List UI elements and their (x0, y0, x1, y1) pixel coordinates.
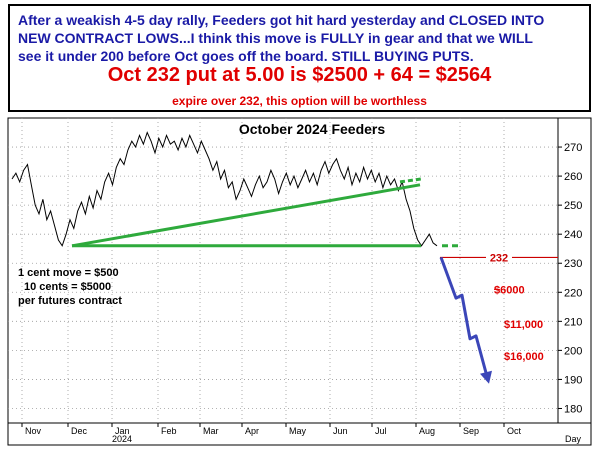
x-tick-label: Nov (25, 426, 42, 436)
put-cost-headline: Oct 232 put at 5.00 is $2500 + 64 = $256… (107, 64, 492, 86)
commentary-line-1: After a weakish 4-5 day rally, Feeders g… (18, 12, 545, 28)
x-axis-unit: Day (565, 434, 582, 444)
x-tick-label: Dec (71, 426, 88, 436)
x-tick-label: Apr (245, 426, 259, 436)
x-tick-label: Jun (333, 426, 348, 436)
profit-label: $6000 (494, 284, 525, 296)
y-tick-label: 230 (564, 258, 582, 270)
x-tick-label: Feb (161, 426, 177, 436)
y-tick-label: 250 (564, 200, 582, 212)
contract-info-line-2: 10 cents = $5000 (24, 281, 111, 293)
profit-label: $11,000 (504, 319, 543, 331)
profit-label: $16,000 (504, 351, 544, 363)
strike-label: 232 (490, 252, 508, 264)
y-tick-label: 200 (564, 345, 582, 357)
y-tick-label: 180 (564, 403, 582, 415)
y-tick-label: 270 (564, 142, 582, 154)
contract-info-line-3: per futures contract (18, 295, 122, 307)
rising-trendline-extension (399, 177, 422, 184)
y-tick-label: 260 (564, 171, 582, 183)
y-tick-label: 240 (564, 229, 582, 241)
date-strip (7, 422, 592, 446)
x-tick-label: Jan (115, 426, 130, 436)
y-tick-label: 190 (564, 374, 582, 386)
axis-panel (557, 117, 592, 424)
rising-trendline (71, 183, 421, 248)
x-tick-label: May (289, 426, 307, 436)
chart-title: October 2024 Feeders (239, 121, 386, 137)
x-tick-label: Oct (507, 426, 522, 436)
x-tick-label: Mar (203, 426, 219, 436)
x-tick-label: Jul (375, 426, 387, 436)
projection-arrowhead (480, 370, 492, 384)
x-tick-label: Aug (419, 426, 435, 436)
commentary-line-3: see it under 200 before Oct goes off the… (18, 48, 474, 64)
x-tick-label: Sep (463, 426, 479, 436)
projected-decline (439, 256, 489, 377)
expiry-note: expire over 232, this option will be wor… (172, 94, 427, 108)
price-line (11, 131, 438, 247)
contract-info-line-1: 1 cent move = $500 (18, 267, 119, 279)
commentary-line-2: NEW CONTRACT LOWS...I think this move is… (18, 30, 533, 46)
y-tick-label: 210 (564, 316, 582, 328)
x-year-label: 2024 (112, 434, 132, 444)
commentary-box: After a weakish 4-5 day rally, Feeders g… (8, 4, 591, 112)
y-tick-label: 220 (564, 287, 582, 299)
plot-area (7, 117, 559, 424)
